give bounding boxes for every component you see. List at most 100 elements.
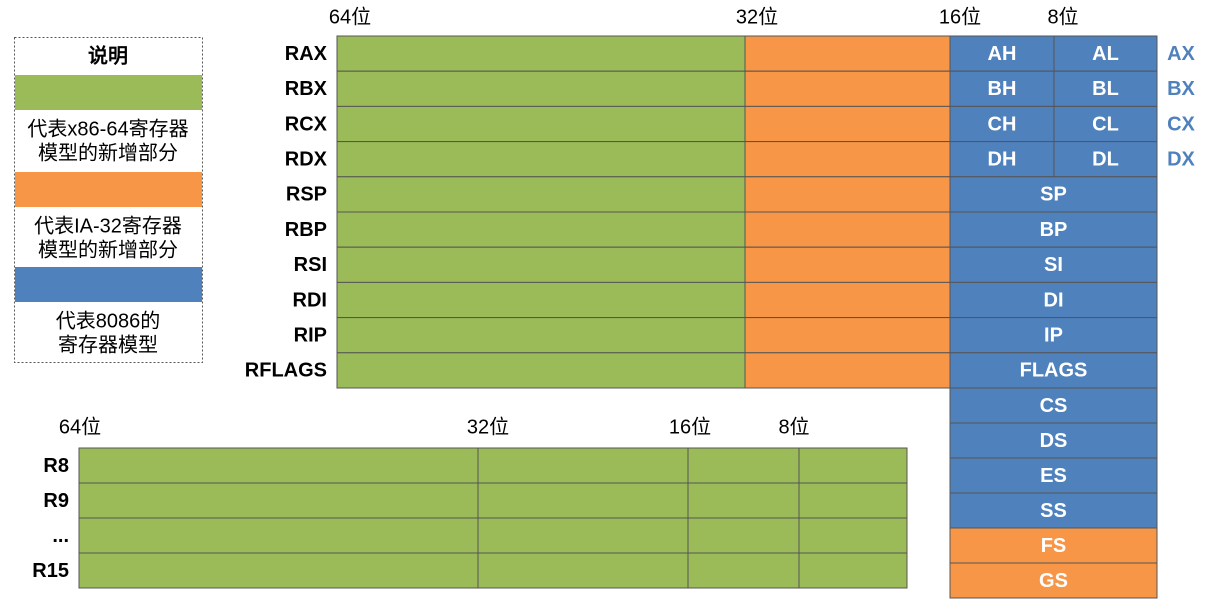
x86-64-register-part (687, 482, 800, 519)
low-byte (1053, 70, 1158, 107)
ia32-part (744, 211, 951, 248)
column-header: 8位 (1047, 5, 1078, 28)
x86-64-part (336, 176, 746, 213)
legend-text: 寄存器模型 (58, 333, 158, 356)
column-header: 16位 (939, 5, 981, 28)
high-byte (949, 70, 1055, 107)
low16-name: BP (1040, 219, 1068, 241)
ia32-part (744, 352, 951, 389)
segment-name: DS (1040, 430, 1068, 452)
low16-name: FLAGS (1020, 360, 1088, 382)
x86-64-register-part (78, 552, 479, 589)
low16-part (949, 281, 1158, 319)
low16-part (949, 352, 1158, 389)
low16-name: DI (1044, 289, 1064, 311)
legend-swatch (15, 172, 202, 207)
low-byte (1053, 105, 1158, 143)
ia32-part (744, 141, 951, 178)
low16-part (949, 211, 1158, 248)
legend-text: 代表IA-32寄存器 (34, 214, 182, 237)
x86-64-register-part (477, 482, 689, 519)
x86-64-part (336, 246, 746, 283)
column-header: 32位 (467, 415, 509, 438)
high-byte-name: CH (988, 113, 1017, 135)
segment-register (949, 527, 1158, 564)
register-name: RIP (294, 324, 327, 346)
x86-64-part (336, 317, 746, 354)
x86-64-register-part (798, 517, 908, 554)
column-header: 16位 (669, 415, 711, 438)
low16-name: IP (1044, 324, 1063, 346)
register-name: RDX (285, 148, 328, 170)
low-byte-name: AL (1092, 43, 1119, 65)
x86-64-register-part (78, 447, 479, 484)
low16-part (949, 317, 1158, 354)
high-byte (949, 35, 1055, 72)
low16-name: SP (1040, 184, 1067, 206)
low-byte-name: BL (1092, 78, 1119, 100)
high-byte (949, 105, 1055, 143)
register-name: RBP (285, 219, 327, 241)
legend-title: 说明 (88, 43, 128, 67)
legend-swatch (15, 267, 202, 302)
low16-part (949, 246, 1158, 283)
high-byte-name: BH (988, 78, 1017, 100)
ia32-part (744, 70, 951, 107)
low16-name: SI (1044, 254, 1063, 276)
legend-text: 模型的新增部分 (38, 141, 178, 164)
ia32-part (744, 35, 951, 72)
segment-register (949, 492, 1158, 529)
register-name: R15 (32, 560, 69, 582)
x86-64-part (336, 211, 746, 248)
alias-name: DX (1167, 148, 1195, 170)
alias-name: BX (1167, 78, 1195, 100)
column-header: 64位 (329, 5, 371, 28)
ia32-part (744, 246, 951, 283)
segment-name: CS (1040, 395, 1068, 417)
register-name: RBX (285, 78, 328, 100)
low-byte-name: CL (1092, 113, 1119, 135)
high-byte-name: DH (988, 148, 1017, 170)
high-byte-name: AH (988, 43, 1017, 65)
x86-64-register-part (798, 482, 908, 519)
x86-64-register-part (78, 517, 479, 554)
column-header: 64位 (59, 415, 101, 438)
x86-64-register-part (477, 447, 689, 484)
low-byte (1053, 35, 1158, 72)
register-name: RSP (286, 184, 327, 206)
ia32-part (744, 281, 951, 319)
x86-64-part (336, 352, 746, 389)
legend-swatch (15, 75, 202, 110)
x86-64-register-part (477, 517, 689, 554)
register-name: R8 (43, 455, 69, 477)
x86-64-register-part (798, 447, 908, 484)
register-name: RAX (285, 43, 328, 65)
segment-name: ES (1040, 465, 1067, 487)
x86-64-part (336, 70, 746, 107)
ia32-part (744, 105, 951, 143)
register-name: RFLAGS (245, 360, 327, 382)
register-name: R9 (43, 490, 69, 512)
x86-64-part (336, 281, 746, 319)
register-name: RCX (285, 113, 328, 135)
x86-64-register-part (687, 517, 800, 554)
x86-64-register-part (687, 447, 800, 484)
ia32-part (744, 176, 951, 213)
x86-64-part (336, 105, 746, 143)
x86-64-register-part (477, 552, 689, 589)
segment-name: FS (1041, 535, 1067, 557)
register-name: RDI (293, 289, 327, 311)
x86-64-register-part (687, 552, 800, 589)
x86-64-register-part (798, 552, 908, 589)
register-name: ... (52, 525, 69, 547)
segment-register (949, 562, 1158, 599)
segment-name: SS (1040, 500, 1067, 522)
x86-64-register-part (78, 482, 479, 519)
alias-name: AX (1167, 43, 1195, 65)
ia32-part (744, 317, 951, 354)
column-header: 8位 (778, 415, 809, 438)
legend-text: 模型的新增部分 (38, 238, 178, 261)
low-byte-name: DL (1092, 148, 1119, 170)
legend-text: 代表8086的 (56, 309, 161, 332)
